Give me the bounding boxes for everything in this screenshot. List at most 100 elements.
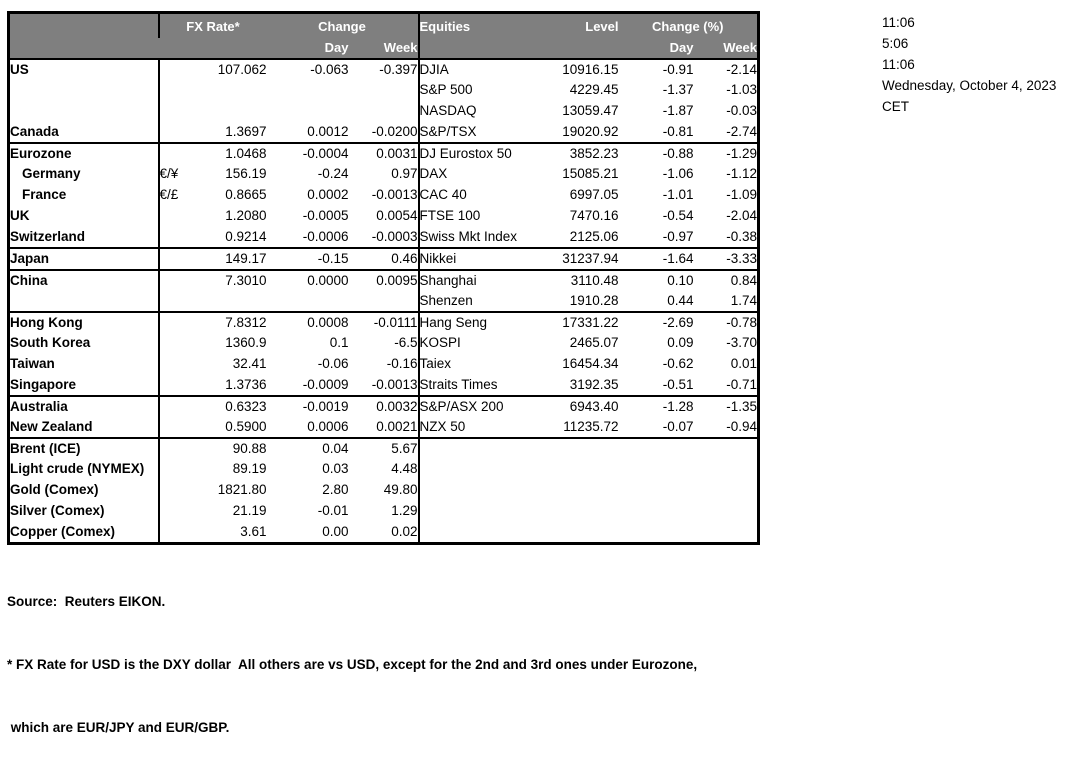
fx-pair-label — [157, 268, 197, 291]
equity-change-week-value: -0.78 — [693, 310, 759, 333]
equity-level-value — [533, 436, 619, 459]
source-note: Source: Reuters EIKON. — [7, 594, 166, 609]
equity-level-value: 15085.21 — [562, 166, 619, 181]
equity-change-day-value: -0.81 — [662, 123, 694, 139]
fx-pair-label — [157, 332, 197, 354]
equity-change-day-value: -1.06 — [662, 166, 694, 181]
time-local: 11:06 — [882, 15, 915, 30]
clock-block: 11:06 5:06 11:06 Wednesday, October 4, 2… — [882, 12, 1056, 117]
table-row: Copper (Comex) 3.61 0.00 0.02 — [9, 521, 759, 544]
fx-change-week-value: 0.02 — [391, 523, 418, 539]
row-name: Germany — [22, 166, 81, 181]
table-row: US 107.062 -0.063 -0.397 DJIA 10916.15 -0.91 -2… — [9, 58, 759, 80]
table-row: S&P 500 4229.45 -1.37 -1.03 — [9, 79, 759, 101]
equity-level-value: 10916.15 — [562, 61, 619, 77]
fx-rate-value: 21.19 — [232, 503, 267, 518]
market-summary-table: FX Rate* Change Equities Level Change (%… — [7, 11, 761, 545]
equity-name: KOSPI — [417, 332, 534, 354]
fx-pair-label — [157, 458, 197, 480]
row-name: China — [8, 268, 159, 291]
equity-change-week-value: -1.09 — [726, 187, 758, 202]
time-tertiary: 11:06 — [882, 57, 915, 72]
fx-rate-value: 0.5900 — [225, 418, 267, 434]
header-fx-change: Change — [266, 12, 419, 38]
equity-change-day-value — [619, 522, 694, 544]
equity-change-week-value: -0.71 — [726, 376, 758, 392]
header-eq-week: Week — [693, 37, 759, 60]
fx-change-day-value: -0.0006 — [302, 228, 349, 244]
table-row: Singapore 1.3736 -0.0009 -0.0013 Straits Tim… — [9, 374, 759, 396]
table-body: US 107.062 -0.063 -0.397 DJIA 10916.15 -0.91 -2… — [8, 58, 759, 544]
equity-name: S&P/TSX — [417, 121, 534, 143]
fx-rate-value: 7.8312 — [196, 310, 267, 333]
equity-change-week-value: -3.70 — [726, 335, 758, 350]
fx-pair-label — [157, 246, 197, 270]
equity-change-day-value — [619, 501, 694, 522]
equity-name — [417, 458, 534, 480]
fx-rate-value: 1.3736 — [225, 376, 267, 392]
table-row: Shenzen 1910.28 0.44 1.74 — [9, 290, 759, 312]
fx-change-week-value: 0.97 — [391, 166, 418, 181]
fx-change-week-value: -6.5 — [394, 335, 418, 350]
table-row: Germany €/¥ 156.19 -0.24 0.97 DAX 15085.21 -1.0… — [9, 163, 759, 185]
fx-change-week-value: -0.0200 — [371, 123, 418, 139]
equity-name: DJ Eurostox 50 — [417, 141, 534, 164]
fx-change-week-value: 0.0095 — [348, 268, 419, 291]
equity-change-week-value: -2.04 — [726, 208, 758, 223]
equity-change-day-value: -0.88 — [618, 141, 694, 164]
fx-change-week-value: 0.0032 — [348, 394, 419, 417]
fx-change-week-value — [349, 80, 419, 101]
fx-pair-label — [157, 290, 197, 312]
fx-pair-label — [157, 436, 197, 459]
fx-pair-label — [157, 226, 197, 248]
table-row: Japan 149.17 -0.15 0.46 Nikkei 31237.94 -1.64-… — [8, 246, 759, 270]
fx-pair-label: €/¥ — [157, 163, 197, 185]
header-fx-week: Week — [348, 37, 419, 60]
table-row: South Korea 1360.9 0.1 -6.5 KOSPI 2465.07 0.09… — [9, 332, 759, 354]
fx-change-day-value: 0.03 — [322, 461, 349, 476]
equity-change-week-value — [694, 501, 759, 522]
equity-change-day-value: -0.54 — [662, 208, 694, 223]
fx-rate-note-line2: which are EUR/JPY and EUR/GBP. — [7, 720, 230, 735]
fx-pair-label — [157, 58, 197, 80]
fx-pair-label — [157, 500, 197, 522]
table-row: Eurozone 1.0468 -0.0004 0.0031 DJ Eurostox 5… — [8, 141, 759, 164]
fx-rate-value: 0.8665 — [225, 187, 267, 202]
equity-name: CAC 40 — [417, 184, 534, 206]
fx-pair-label — [157, 205, 197, 227]
equity-name: NZX 50 — [417, 416, 534, 438]
fx-rate-value: 90.88 — [196, 436, 267, 459]
fx-change-day-value: -0.0019 — [266, 394, 349, 417]
equity-name: Hang Seng — [417, 310, 534, 333]
equity-level-value: 2125.06 — [569, 228, 619, 244]
row-name: Hong Kong — [8, 310, 159, 333]
equity-level-value: 11235.72 — [563, 418, 619, 434]
header-eq-day: Day — [618, 37, 694, 60]
fx-change-week-value: 0.0054 — [376, 208, 418, 223]
fx-change-week-value: -0.0003 — [371, 228, 418, 244]
equity-change-week-value: -1.35 — [693, 394, 759, 417]
fx-change-week-value — [349, 291, 419, 312]
row-name — [9, 101, 159, 122]
equity-name — [417, 479, 534, 501]
fx-rate-value: 3.61 — [240, 523, 267, 539]
row-name: Japan — [8, 246, 159, 270]
fx-change-day-value — [267, 291, 349, 312]
fx-change-week-value: 5.67 — [348, 436, 419, 459]
fx-rate-value — [197, 101, 267, 122]
fx-change-week-value: -0.0013 — [371, 187, 418, 202]
equity-change-day-value: -0.62 — [662, 356, 694, 371]
header-blank-cell — [8, 12, 159, 38]
table-row: France €/£ 0.8665 0.0002 -0.0013 CAC 40 6997.0… — [9, 184, 759, 206]
equity-change-day-value — [619, 480, 694, 501]
equity-change-day-value: -1.01 — [662, 187, 694, 202]
fx-rate-value: 149.17 — [196, 246, 267, 270]
fx-rate-value — [197, 291, 267, 312]
equity-change-day-value: -0.97 — [662, 228, 694, 244]
equity-level-value — [534, 459, 619, 480]
equity-change-day-value: -1.28 — [618, 394, 694, 417]
equity-level-value: 6997.05 — [569, 187, 619, 202]
equity-change-day-value: -1.37 — [662, 82, 694, 97]
fx-rate-value — [197, 80, 267, 101]
fx-rate-value: 1.0468 — [196, 141, 267, 164]
